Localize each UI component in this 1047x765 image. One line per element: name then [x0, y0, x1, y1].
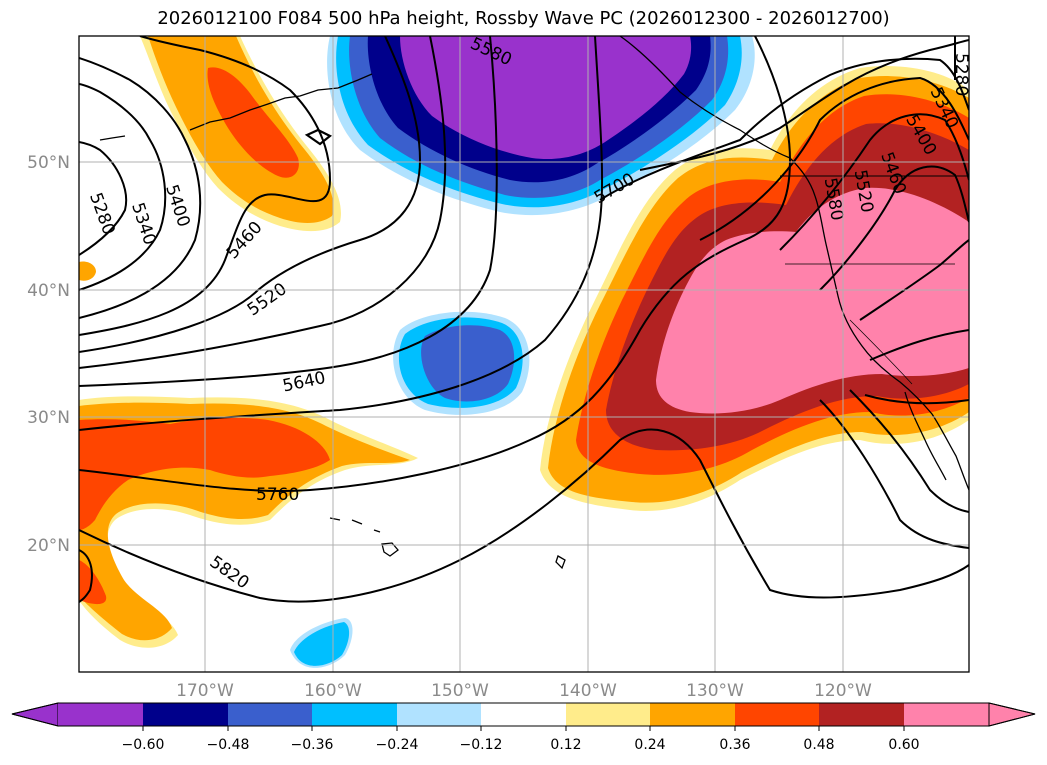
lat-label-20n: 20°N — [27, 536, 70, 556]
pos-anomaly-orangered-nw — [207, 67, 299, 178]
neg-anomaly-blue-mid — [421, 325, 515, 402]
colorbar-tick-label: 0.12 — [550, 737, 581, 753]
map-fills: 5280 5340 5400 5460 5520 5640 5760 5820 … — [79, 36, 971, 672]
latitude-labels: 50°N 40°N 30°N 20°N — [27, 153, 70, 556]
lon-label-150w: 150°W — [431, 681, 489, 701]
colorbar-segment — [397, 703, 481, 726]
colorbar-tick-label: 0.60 — [888, 737, 919, 753]
colorbar-segment — [735, 703, 819, 726]
pos-anomaly-orangered-southwest — [79, 560, 107, 605]
lon-label-120w: 120°W — [814, 681, 872, 701]
contour-label: 5760 — [256, 485, 299, 505]
colorbar-tick-label: −0.48 — [207, 737, 250, 753]
map-title: 2026012100 F084 500 hPa height, Rossby W… — [157, 8, 890, 29]
colorbar-tick-label: −0.24 — [376, 737, 419, 753]
colorbar-segment — [481, 703, 566, 726]
lat-label-50n: 50°N — [27, 153, 70, 173]
neg-anomaly-purple-north — [400, 36, 692, 160]
lon-label-130w: 130°W — [686, 681, 744, 701]
colorbar-tick-label: 0.36 — [719, 737, 750, 753]
colorbar-segment — [819, 703, 904, 726]
colorbar-tick-label: 0.48 — [803, 737, 834, 753]
lat-label-30n: 30°N — [27, 408, 70, 428]
colorbar-segment — [566, 703, 650, 726]
colorbar-tick-label: −0.60 — [122, 737, 165, 753]
colorbar-segment — [58, 703, 143, 726]
coastlines — [99, 36, 969, 570]
longitude-labels: 170°W 160°W 150°W 140°W 130°W 120°W — [176, 681, 872, 701]
colorbar: −0.60 −0.48 −0.36 −0.24 −0.12 0.12 0.24 … — [11, 702, 1036, 753]
neg-anomaly-cyan-south — [294, 622, 350, 666]
colorbar-tick-label: −0.12 — [460, 737, 503, 753]
pos-anomaly-orangered-subtrop — [79, 417, 330, 530]
colorbar-left-extend — [11, 702, 59, 727]
colorbar-tick-label: −0.36 — [291, 737, 334, 753]
gridlines — [79, 36, 969, 672]
colorbar-segment — [312, 703, 397, 726]
colorbar-segment — [228, 703, 312, 726]
colorbar-tick-label: 0.24 — [634, 737, 665, 753]
colorbar-segment — [904, 703, 989, 726]
map-frame — [78, 35, 970, 673]
contour-label: 5280 — [951, 53, 971, 96]
pos-anomaly-west-edge — [79, 261, 96, 281]
lon-label-160w: 160°W — [304, 681, 362, 701]
lon-label-140w: 140°W — [559, 681, 617, 701]
colorbar-segment — [650, 703, 735, 726]
lat-label-40n: 40°N — [27, 281, 70, 301]
lon-label-170w: 170°W — [176, 681, 234, 701]
colorbar-segment — [143, 703, 228, 726]
height-contours — [79, 36, 969, 603]
colorbar-right-extend — [988, 702, 1036, 727]
